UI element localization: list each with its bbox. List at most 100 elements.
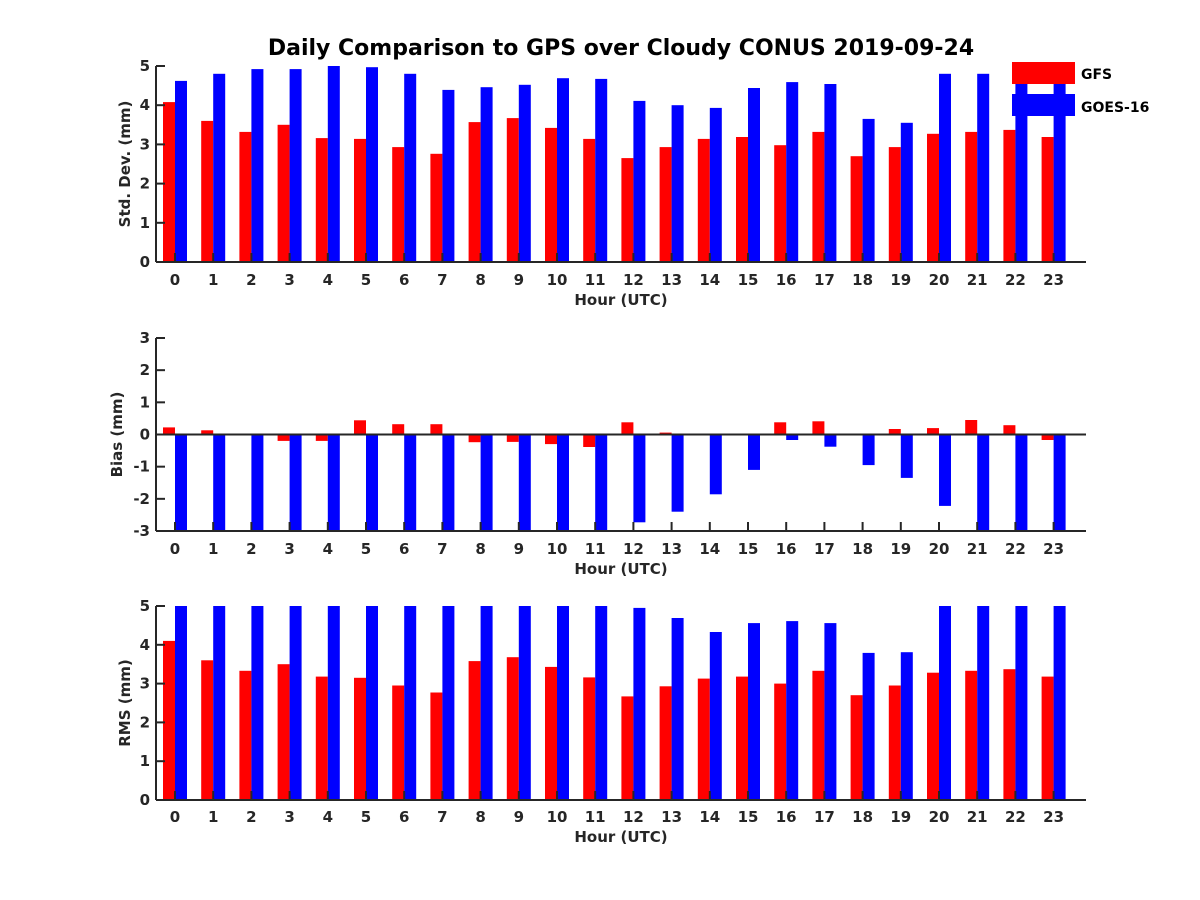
- x-tick-label: 6: [399, 808, 409, 826]
- bar-gfs-hour-22: [1003, 669, 1016, 800]
- x-tick-label: 3: [284, 540, 294, 558]
- bar-gfs-hour-12: [621, 158, 634, 262]
- bar-gfs-hour-0: [163, 640, 175, 800]
- bar-goes16-hour-10: [557, 434, 569, 531]
- bar-goes16-hour-16: [786, 82, 799, 262]
- bar-goes16-hour-6: [404, 434, 417, 531]
- bar-goes16-hour-19: [900, 122, 913, 262]
- bar-gfs-hour-11: [583, 138, 596, 262]
- bar-goes16-hour-18: [862, 434, 875, 466]
- bar-gfs-hour-9: [506, 657, 519, 800]
- bar-gfs-hour-21: [965, 670, 978, 800]
- x-tick-label: 7: [437, 540, 447, 558]
- bar-goes16-hour-17: [824, 84, 837, 262]
- x-tick-label: 7: [437, 808, 447, 826]
- bar-gfs-hour-9: [506, 434, 519, 442]
- legend-label-goes16: GOES-16: [1081, 100, 1149, 116]
- x-tick-label: 13: [661, 808, 682, 826]
- x-tick-label: 3: [284, 271, 294, 289]
- bar-goes16-hour-12: [633, 100, 646, 263]
- x-tick-label: 20: [929, 540, 950, 558]
- y-tick-label: 2: [140, 361, 150, 379]
- bar-gfs-hour-8: [468, 122, 481, 262]
- bar-goes16-hour-0: [175, 80, 187, 263]
- bar-gfs-hour-23: [1041, 137, 1054, 262]
- x-tick-label: 21: [967, 808, 988, 826]
- bar-gfs-hour-20: [927, 133, 939, 262]
- bar-goes16-hour-15: [748, 88, 760, 262]
- y-axis-label: Std. Dev. (mm): [116, 101, 134, 228]
- bar-gfs-hour-23: [1041, 676, 1054, 800]
- bar-gfs-hour-14: [697, 138, 710, 262]
- bar-gfs-hour-18: [850, 695, 863, 800]
- bar-goes16-hour-12: [633, 434, 646, 523]
- bar-gfs-hour-0: [163, 427, 175, 435]
- bar-gfs-hour-1: [201, 120, 214, 263]
- bar-goes16-hour-21: [977, 73, 990, 262]
- y-tick-label: -3: [133, 522, 150, 540]
- x-tick-label: 2: [246, 808, 256, 826]
- bar-gfs-hour-4: [315, 138, 328, 262]
- bar-gfs-hour-18: [850, 156, 863, 262]
- bar-goes16-hour-9: [518, 434, 531, 531]
- bar-goes16-hour-14: [709, 107, 722, 263]
- x-tick-label: 22: [1005, 271, 1026, 289]
- y-tick-label: 0: [140, 791, 150, 809]
- x-tick-label: 4: [323, 271, 333, 289]
- bar-goes16-hour-13: [671, 434, 684, 512]
- bar-goes16-hour-17: [824, 623, 837, 800]
- x-tick-label: 19: [890, 271, 911, 289]
- bar-goes16-hour-15: [748, 434, 760, 470]
- x-tick-label: 1: [208, 271, 218, 289]
- x-tick-label: 9: [514, 540, 524, 558]
- x-tick-label: 15: [738, 271, 759, 289]
- x-tick-label: 8: [475, 808, 485, 826]
- bar-goes16-hour-3: [289, 606, 302, 800]
- bar-gfs-hour-3: [277, 124, 290, 262]
- y-tick-label: 0: [140, 426, 150, 444]
- y-tick-label: 3: [140, 675, 150, 693]
- chart-title: Daily Comparison to GPS over Cloudy CONU…: [268, 36, 974, 61]
- y-tick-label: 1: [140, 752, 150, 770]
- y-tick-label: 5: [140, 57, 150, 75]
- bar-goes16-hour-2: [251, 69, 264, 262]
- bar-gfs-hour-5: [354, 677, 366, 800]
- bar-goes16-hour-10: [557, 78, 569, 262]
- bar-gfs-hour-9: [506, 118, 519, 262]
- x-tick-label: 5: [361, 271, 371, 289]
- bar-gfs-hour-7: [430, 424, 443, 435]
- x-tick-label: 9: [514, 808, 524, 826]
- bar-goes16-hour-7: [442, 606, 455, 800]
- x-tick-label: 16: [776, 540, 797, 558]
- bar-gfs-hour-11: [583, 677, 596, 800]
- x-tick-label: 4: [323, 808, 333, 826]
- bar-gfs-hour-10: [545, 666, 557, 800]
- legend-swatch-gfs: [1012, 62, 1075, 84]
- x-tick-label: 18: [852, 271, 873, 289]
- bar-goes16-hour-7: [442, 434, 455, 531]
- bar-gfs-hour-21: [965, 131, 978, 262]
- bar-gfs-hour-16: [774, 422, 787, 435]
- y-tick-label: 3: [140, 135, 150, 153]
- x-tick-label: 0: [170, 271, 180, 289]
- x-tick-label: 12: [623, 271, 644, 289]
- y-tick-label: 0: [140, 253, 150, 271]
- bar-goes16-hour-20: [939, 73, 951, 262]
- x-tick-label: 21: [967, 271, 988, 289]
- bar-goes16-hour-5: [366, 606, 378, 800]
- bar-goes16-hour-23: [1053, 606, 1066, 800]
- x-tick-label: 14: [699, 540, 720, 558]
- bar-gfs-hour-14: [697, 678, 710, 800]
- y-tick-label: 1: [140, 393, 150, 411]
- x-tick-label: 17: [814, 271, 835, 289]
- x-tick-label: 22: [1005, 808, 1026, 826]
- y-tick-label: 4: [140, 96, 150, 114]
- y-tick-label: 5: [140, 597, 150, 615]
- legend-swatch-goes16: [1012, 94, 1075, 116]
- bar-gfs-hour-7: [430, 692, 443, 800]
- bar-gfs-hour-17: [812, 421, 825, 435]
- bar-gfs-hour-20: [927, 428, 939, 435]
- bar-goes16-hour-4: [327, 434, 340, 531]
